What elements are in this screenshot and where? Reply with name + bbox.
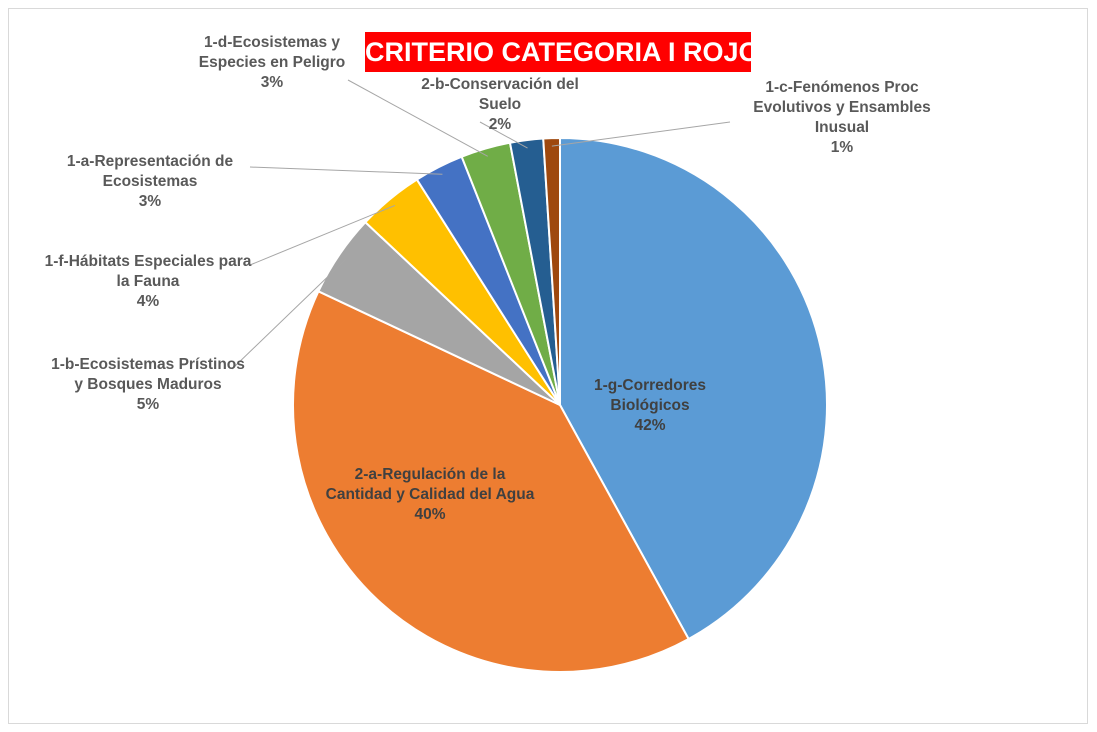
value-label: 5% xyxy=(136,396,160,413)
category-label: 1-f-Hábitats Especiales para la Fauna xyxy=(44,253,252,290)
category-label: 1-a-Representación de Ecosistemas xyxy=(66,153,234,190)
value-label: 1% xyxy=(830,139,854,156)
category-label: 1-g-Corredores Biológicos xyxy=(594,377,706,414)
slice-label: 1-c-Fenómenos Proc Evolutivos y Ensamble… xyxy=(727,78,957,158)
slice-label: 1-d-Ecosistemas y Especies en Peligro 3% xyxy=(177,33,367,93)
leader-line xyxy=(231,259,347,370)
category-label: 1-b-Ecosistemas Prístinos y Bosques Madu… xyxy=(51,356,245,393)
leader-line xyxy=(249,166,443,175)
value-label: 42% xyxy=(634,417,666,434)
value-label: 4% xyxy=(136,293,160,310)
leader-line xyxy=(551,121,731,147)
pie-slice xyxy=(559,136,828,641)
slice-label: 1-f-Hábitats Especiales para la Fauna 4% xyxy=(43,252,253,312)
leader-line xyxy=(479,121,528,149)
slice-label: 2-b-Conservación del Suelo 2% xyxy=(400,75,600,135)
leader-line xyxy=(249,204,396,266)
slice-label: 1-g-Corredores Biológicos 42% xyxy=(565,376,735,436)
value-label: 2% xyxy=(488,116,512,133)
category-label: 1-d-Ecosistemas y Especies en Peligro xyxy=(198,34,346,71)
slice-label: 2-a-Regulación de la Cantidad y Calidad … xyxy=(325,465,535,525)
chart-frame xyxy=(8,8,1088,724)
category-label: 1-c-Fenómenos Proc Evolutivos y Ensamble… xyxy=(753,79,931,136)
pie-slice xyxy=(292,289,690,673)
category-label: 2-b-Conservación del Suelo xyxy=(421,76,579,113)
category-label: 2-a-Regulación de la Cantidad y Calidad … xyxy=(325,466,535,503)
slice-label: 1-a-Representación de Ecosistemas 3% xyxy=(35,152,265,212)
pie-slice xyxy=(542,136,561,406)
value-label: 3% xyxy=(138,193,162,210)
chart-title: CRITERIO CATEGORIA I ROJO xyxy=(365,32,760,72)
leader-line xyxy=(347,79,488,157)
value-label: 3% xyxy=(260,74,284,91)
slice-label: 1-b-Ecosistemas Prístinos y Bosques Madu… xyxy=(48,355,248,415)
value-label: 40% xyxy=(414,506,446,523)
